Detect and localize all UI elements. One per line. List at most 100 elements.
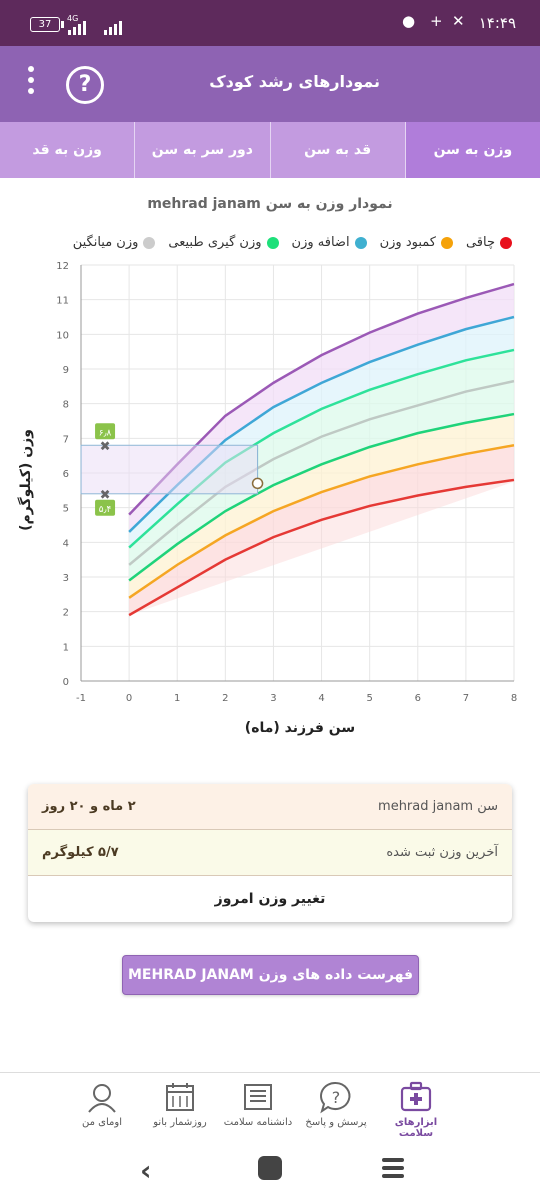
y-tick-label: 4 — [63, 538, 69, 549]
age-label: سن mehrad janam — [378, 799, 498, 814]
nav-calendar-label: روزشمار بانو — [153, 1117, 207, 1128]
encyclopedia-icon — [244, 1084, 272, 1110]
nav-question-answer-label: پرسش و پاسخ — [305, 1117, 367, 1128]
recent-apps-icon[interactable] — [382, 1158, 404, 1182]
weight-value: ۵/۷ کیلوگرم — [42, 845, 119, 860]
bottom-nav: ابزارهای سلامت ? پرسش و پاسخ دانشنامه سل… — [0, 1072, 540, 1139]
y-tick-label: 9 — [63, 365, 69, 376]
app-notification-icon: ● — [402, 12, 416, 30]
nav-encyclopedia[interactable]: دانشنامه سلامت — [218, 1079, 298, 1128]
y-tick-label: 3 — [63, 573, 69, 584]
marker-label-lower: ۵٫۴ — [99, 505, 112, 515]
band-0 — [129, 284, 514, 532]
x-tick-label: 3 — [270, 693, 276, 704]
weight-row: آخرین وزن ثبت شده ۵/۷ کیلوگرم — [28, 830, 512, 876]
child-info-card: سن mehrad janam ۲ ماه و ۲۰ روز آخرین وزن… — [28, 784, 512, 922]
more-menu-icon[interactable] — [24, 66, 38, 104]
band-1 — [129, 317, 514, 548]
calendar-icon — [166, 1083, 194, 1111]
signal-icon — [68, 16, 88, 35]
age-row: سن mehrad janam ۲ ماه و ۲۰ روز — [28, 784, 512, 830]
marker-box-upper — [95, 423, 116, 440]
x-axis-label: سن فرزند (ماه) — [244, 720, 356, 736]
series-line-5 — [128, 444, 515, 599]
y-tick-label: 7 — [63, 434, 69, 445]
legend-item-underweight[interactable]: کمبود وزن — [380, 235, 453, 250]
legend-item-average[interactable]: وزن میانگین — [73, 235, 156, 250]
marker-lower: ✖ — [100, 488, 111, 503]
band-bottom — [129, 479, 514, 616]
tab-weight-for-height[interactable]: وزن به قد — [0, 122, 135, 178]
x-tick-label: 8 — [511, 693, 517, 704]
legend-dot-overweight — [354, 236, 367, 249]
page-title: نمودارهای رشد کودک — [209, 72, 380, 91]
band-3 — [129, 381, 514, 581]
x-tick-label: 6 — [415, 693, 421, 704]
nav-profile[interactable]: اومای من — [62, 1079, 142, 1128]
tab-weight-for-age[interactable]: وزن به سن — [404, 122, 540, 178]
system-nav-bar: ‹ — [0, 1136, 540, 1200]
legend-label-normal: وزن گیری طبیعی — [168, 235, 262, 250]
tab-head-for-age[interactable]: دور سر به سن — [134, 122, 270, 178]
battery-level: 37 — [38, 19, 52, 30]
x-tick-label: 2 — [222, 693, 228, 704]
app-bar: ? نمودارهای رشد کودک — [0, 46, 540, 122]
weight-data-list-button[interactable]: فهرست داده های وزن MEHRAD JANAM — [122, 955, 419, 995]
y-tick-label: 1 — [63, 642, 69, 653]
y-tick-label: 2 — [63, 608, 69, 619]
y-tick-label: 6 — [63, 469, 69, 480]
y-tick-label: 5 — [63, 504, 69, 515]
health-tools-icon — [400, 1081, 432, 1112]
y-tick-label: 8 — [63, 400, 69, 411]
marker-box-lower — [95, 499, 116, 516]
x-tick-label: 4 — [318, 693, 324, 704]
legend-item-normal[interactable]: وزن گیری طبیعی — [168, 235, 279, 250]
x-tick-label: -1 — [76, 693, 86, 704]
x-tick-label: 1 — [174, 693, 180, 704]
plus-icon: + — [430, 12, 443, 30]
home-icon[interactable] — [258, 1156, 282, 1180]
legend-label-obese: چاقی — [465, 235, 495, 250]
child-weight-point — [251, 477, 264, 490]
chart-tabs: وزن به سن قد به سن دور سر به سن وزن به ق… — [0, 122, 540, 178]
y-tick-label: 0 — [63, 677, 69, 688]
change-weight-button[interactable]: تغییر وزن امروز — [214, 891, 326, 907]
series-line-4 — [128, 412, 515, 582]
marker-upper: ✖ — [100, 439, 111, 454]
tab-height-for-age[interactable]: قد به سن — [269, 122, 405, 178]
nav-encyclopedia-label: دانشنامه سلامت — [223, 1117, 293, 1128]
legend-label-underweight: کمبود وزن — [379, 235, 436, 250]
help-icon[interactable]: ? — [66, 66, 104, 104]
age-value: ۲ ماه و ۲۰ روز — [42, 799, 136, 814]
nav-profile-label: اومای من — [82, 1117, 122, 1128]
nav-health-tools-label: ابزارهای سلامت — [394, 1117, 438, 1139]
svg-text:?: ? — [332, 1088, 341, 1107]
y-tick-label: 11 — [56, 296, 69, 307]
series-line-3 — [128, 379, 515, 566]
x-tick-label: 0 — [126, 693, 132, 704]
nav-question-answer[interactable]: ? پرسش و پاسخ — [296, 1079, 376, 1128]
band-4 — [129, 414, 514, 598]
status-bar: 37 4G ● + ✕ ۱۴:۴۹ — [0, 0, 540, 46]
band-2 — [129, 349, 514, 565]
legend-dot-average — [143, 236, 156, 249]
marker-label-upper: ۶٫۸ — [99, 428, 112, 438]
signal-icon-2 — [104, 16, 124, 35]
back-icon[interactable]: ‹ — [140, 1154, 152, 1187]
nav-calendar[interactable]: روزشمار بانو — [140, 1079, 220, 1128]
nav-health-tools[interactable]: ابزارهای سلامت — [376, 1079, 456, 1139]
band-5 — [129, 445, 514, 616]
x-tick-label: 7 — [463, 693, 469, 704]
series-line-6 — [128, 478, 515, 617]
legend-label-overweight: اضافه وزن — [291, 235, 350, 250]
y-axis-label: وزن (کیلوگرم) — [6, 429, 46, 531]
battery-icon: 37 — [30, 17, 64, 32]
legend-label-average: وزن میانگین — [72, 235, 139, 250]
y-tick-label: 10 — [56, 330, 69, 341]
legend-item-overweight[interactable]: اضافه وزن — [292, 235, 367, 250]
mute-icon: ✕ — [452, 12, 465, 30]
status-time: ۱۴:۴۹ — [478, 14, 516, 32]
legend-item-obese[interactable]: چاقی — [466, 235, 512, 250]
legend-dot-obese — [500, 236, 512, 249]
